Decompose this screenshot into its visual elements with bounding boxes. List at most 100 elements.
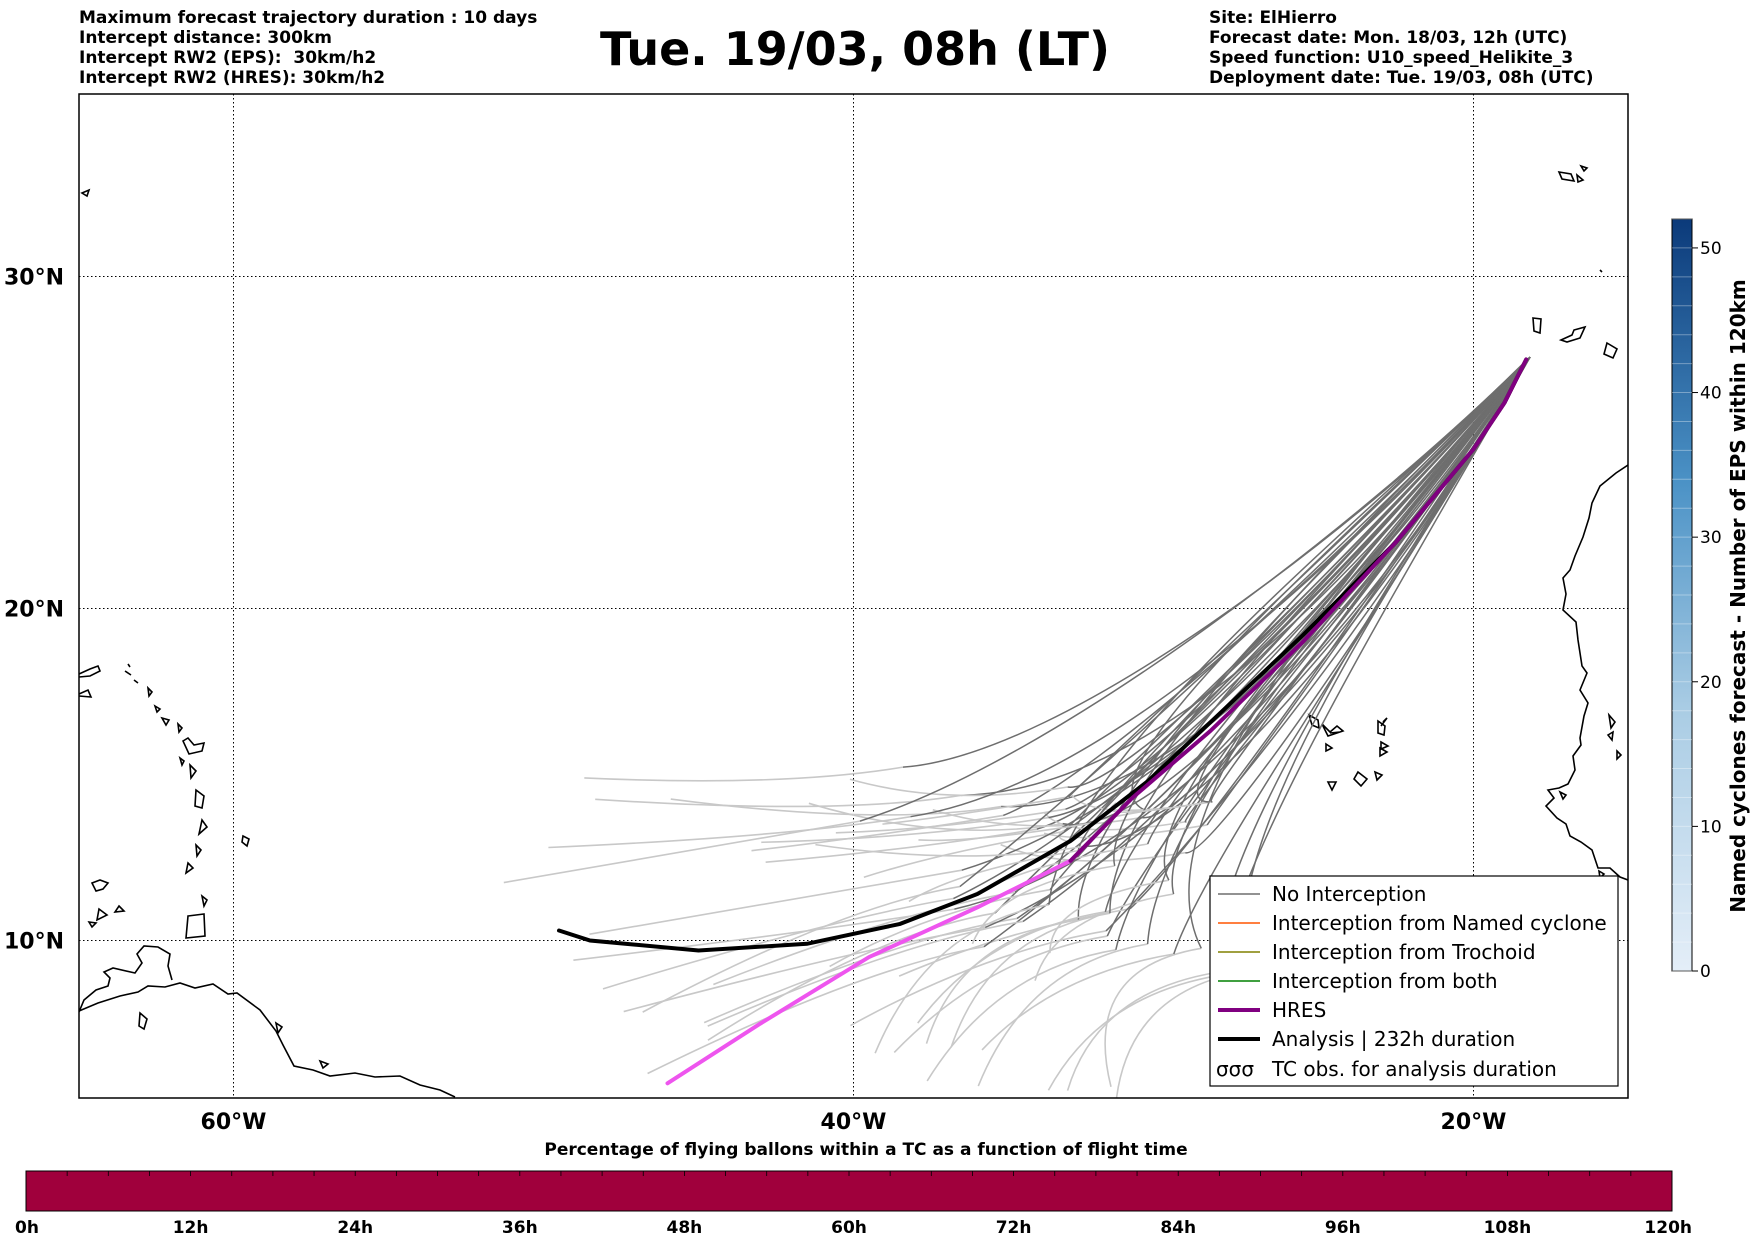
leeward-islands-coast <box>146 685 209 909</box>
colorbar-tick-label: 30 <box>1700 528 1722 548</box>
africa-islands <box>1558 712 1623 880</box>
colorbar-tick-label: 40 <box>1700 384 1722 404</box>
south-america-coast <box>79 982 456 1098</box>
timebar-label: 36h <box>502 1218 538 1238</box>
legend-frame <box>1209 875 1619 1087</box>
lat-tick-label: 10°N <box>4 930 64 955</box>
legend-label: Interception from Named cyclone <box>1272 911 1607 935</box>
eps-track-light <box>1049 879 1169 954</box>
legend-label: Interception from Trochoid <box>1272 940 1536 964</box>
eps-track-light <box>707 920 1024 1027</box>
eps-track <box>1210 356 1531 803</box>
tc-obs-label: TC obs. for analysis duration <box>1271 1057 1557 1081</box>
timebar-label: 24h <box>337 1218 373 1238</box>
eps-track <box>1188 356 1531 949</box>
timebar-title: Percentage of flying ballons within a TC… <box>544 1140 1187 1160</box>
madeira-islands <box>1557 164 1589 184</box>
timebar-label: 60h <box>831 1218 867 1238</box>
intercept-distance-text: Intercept distance: 300km <box>79 28 332 48</box>
eps-track-light <box>1104 947 1202 1088</box>
eps-track-light <box>548 815 911 849</box>
intercept-hres-text: Intercept RW2 (HRES): 30km/h2 <box>79 68 386 88</box>
africa-west-coast <box>1544 464 1628 881</box>
page-title: Tue. 19/03, 08h (LT) <box>600 22 1110 76</box>
eps-track-light <box>977 943 1148 1087</box>
timebar-label: 12h <box>173 1218 209 1238</box>
legend-items: No Interception Interception from Named c… <box>1218 882 1607 1051</box>
deployment-date-text: Deployment date: Tue. 19/03, 08h (UTC) <box>1209 68 1594 88</box>
margarita-island <box>318 1059 330 1070</box>
axis-tick-labels: 30°N 20°N 10°N 60°W 40°W 20°W <box>4 266 1506 1136</box>
colorbar-ticks: 0 10 20 30 40 50 <box>1672 218 1722 982</box>
eps-track-light <box>1043 812 1187 831</box>
eps-track-light <box>917 911 1106 1024</box>
intercept-eps-text: Intercept RW2 (EPS): 30km/h2 <box>79 48 377 68</box>
eps-track <box>1173 356 1531 955</box>
eps-track-light <box>1066 971 1217 1091</box>
eps-track-light <box>707 912 996 1041</box>
eps-track-light <box>926 949 1116 1082</box>
lon-tick-label: 60°W <box>201 1110 267 1135</box>
timebar-fill <box>25 1170 1673 1212</box>
eps-track-light <box>850 930 1107 1027</box>
eps-track <box>959 356 1531 888</box>
eps-track-light <box>1043 824 1208 839</box>
eps-track <box>961 356 1531 871</box>
lon-tick-label: 40°W <box>821 1110 887 1135</box>
guyana-islands <box>138 1011 284 1036</box>
eps-track-light <box>602 897 954 990</box>
coastlines <box>79 164 1628 1098</box>
lat-tick-label: 30°N <box>4 266 64 291</box>
legend: No Interception Interception from Named c… <box>1209 875 1619 1087</box>
eps-track <box>1062 356 1531 826</box>
run-parameters: Maximum forecast trajectory duration : 1… <box>79 8 537 88</box>
eps-track-light <box>595 794 962 808</box>
eps-track-light <box>761 816 1049 844</box>
puerto-rico-coast <box>79 664 102 678</box>
timebar-ticks: 0h 12h 24h 36h 48h 60h 72h 84h 96h 108h 120h <box>15 1171 1692 1238</box>
eps-track-light <box>623 926 986 1013</box>
timebar-label: 96h <box>1325 1218 1361 1238</box>
site-info: Site: ElHierro Forecast date: Mon. 18/03… <box>1209 8 1594 88</box>
colorbar-title: Named cyclones forecast - Number of EPS … <box>1726 279 1750 913</box>
eps-track-light <box>849 778 1068 797</box>
eps-track-light <box>918 822 1093 842</box>
canary-islands <box>1532 317 1619 360</box>
eps-track <box>953 356 1531 900</box>
eps-track-light <box>971 865 1115 945</box>
selvagens-islands <box>1599 269 1603 273</box>
colorbar-tick-label: 0 <box>1700 962 1711 982</box>
eps-track <box>1048 356 1531 905</box>
eps-track <box>1077 356 1531 920</box>
bermuda-island <box>80 188 91 198</box>
timebar-label: 72h <box>996 1218 1032 1238</box>
eps-track-light <box>584 766 904 782</box>
eps-track-light <box>950 912 1111 1048</box>
hispaniola-coast <box>79 688 93 698</box>
site-text: Site: ElHierro <box>1209 8 1337 28</box>
eps-track-light <box>670 798 1002 816</box>
colorbar: 0 10 20 30 40 50 Named cyclones forecast - Nu… <box>1671 218 1750 982</box>
eps-track-light <box>981 953 1174 1051</box>
lat-tick-label: 20°N <box>4 598 64 623</box>
eps-track-light <box>882 796 1069 825</box>
timebar-label: 0h <box>15 1218 39 1238</box>
eps-track-light <box>863 830 1065 879</box>
eps-track-light <box>503 820 861 884</box>
colorbar-tick-label: 20 <box>1700 673 1722 693</box>
lake-maracaibo-coast <box>79 945 173 1013</box>
virgin-islands <box>124 663 139 684</box>
speed-function-text: Speed function: U10_speed_Helikite_3 <box>1209 48 1574 68</box>
trajectory-layer <box>503 356 1531 1098</box>
colorbar-tick-label: 50 <box>1700 239 1722 259</box>
hres-track-light <box>665 858 1073 1086</box>
legend-label: No Interception <box>1272 882 1426 906</box>
eps-track-light <box>1034 893 1174 981</box>
eps-track <box>1091 356 1531 824</box>
eps-track <box>1146 356 1531 945</box>
legend-label: Analysis | 232h duration <box>1272 1027 1515 1051</box>
eps-track-light <box>893 935 1108 1053</box>
legend-label: HRES <box>1272 998 1326 1022</box>
eps-track-light <box>835 808 1066 834</box>
cape-verde-islands <box>1307 713 1390 792</box>
